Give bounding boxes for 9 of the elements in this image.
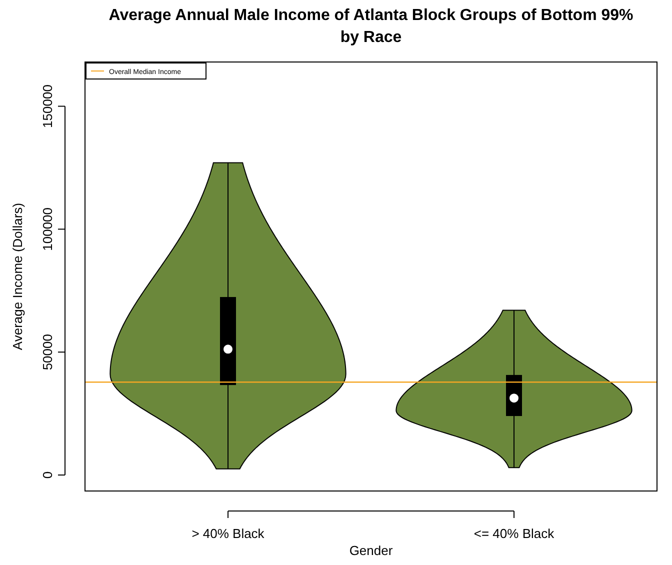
y-tick-label: 0 xyxy=(40,471,55,479)
chart-title: Average Annual Male Income of Atlanta Block Groups of Bottom 99% by Race xyxy=(108,7,634,46)
x-tick-label: <= 40% Black xyxy=(474,526,555,541)
y-tick-label: 100000 xyxy=(40,207,55,251)
y-axis-title: Average Income (Dollars) xyxy=(10,202,25,350)
y-tick-label: 50000 xyxy=(40,334,55,370)
x-axis-title: Gender xyxy=(349,543,394,558)
y-tick-label: 150000 xyxy=(40,84,55,128)
x-tick-label: > 40% Black xyxy=(192,526,265,541)
